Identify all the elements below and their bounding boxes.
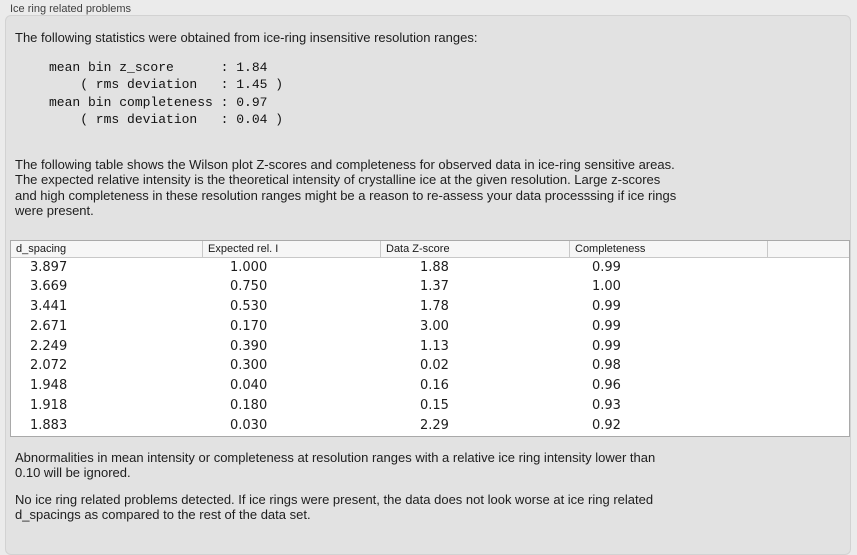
table-cell: 0.92	[592, 417, 621, 433]
table-header-row: d_spacing Expected rel. I Data Z-score C…	[11, 240, 849, 258]
column-header-expected-rel-i[interactable]: Expected rel. I	[202, 240, 380, 257]
ice-ring-table-body: 3.897 1.000 1.88 0.99 3.669 0.750 1.37 1.00 3.44…	[11, 257, 849, 436]
table-cell: 0.170	[230, 318, 268, 334]
table-cell: 1.13	[420, 338, 449, 354]
table-cell: 0.16	[420, 378, 449, 394]
statistics-block: mean bin z_score : 1.84 ( rms deviation …	[49, 59, 284, 128]
table-cell: 0.99	[592, 318, 621, 334]
table-cell: 0.300	[230, 358, 268, 374]
table-cell: 0.02	[420, 358, 449, 374]
table-cell: 0.99	[592, 338, 621, 354]
ice-ring-panel: The following statistics were obtained f…	[5, 15, 851, 555]
table-cell: 2.671	[30, 318, 68, 334]
table-cell: 0.99	[592, 299, 621, 315]
group-box-title: Ice ring related problems	[10, 3, 132, 15]
table-cell: 0.750	[230, 279, 268, 295]
table-row[interactable]: 3.441 0.530 1.78 0.99	[11, 297, 849, 317]
table-row[interactable]: 2.249 0.390 1.13 0.99	[11, 336, 849, 357]
table-cell: 0.98	[592, 358, 621, 374]
table-cell: 2.249	[30, 338, 68, 354]
table-cell: 0.93	[592, 398, 621, 414]
ice-ring-table: d_spacing Expected rel. I Data Z-score C…	[10, 239, 850, 437]
table-cell: 0.530	[230, 299, 268, 315]
table-cell: 0.99	[592, 259, 621, 275]
table-cell: 1.883	[30, 417, 68, 433]
table-row[interactable]: 1.948 0.040 0.16 0.96	[11, 376, 849, 397]
table-cell: 0.030	[230, 417, 268, 433]
table-row[interactable]: 3.897 1.000 1.88 0.99	[11, 257, 849, 278]
table-cell: 3.897	[30, 259, 68, 275]
table-cell: 1.000	[230, 259, 268, 275]
table-cell: 0.15	[420, 398, 449, 414]
table-cell: 1.918	[30, 398, 68, 414]
column-header-data-z-score[interactable]: Data Z-score	[380, 240, 569, 257]
column-header-completeness[interactable]: Completeness	[569, 240, 767, 257]
table-cell: 1.948	[30, 378, 68, 394]
table-cell: 0.180	[230, 398, 268, 414]
table-cell: 2.29	[420, 417, 449, 433]
table-cell: 0.96	[592, 378, 621, 394]
table-cell: 1.78	[420, 299, 449, 315]
conclusion-note-text: No ice ring related problems detected. I…	[15, 491, 654, 523]
column-header-empty[interactable]	[767, 240, 849, 257]
table-cell: 2.072	[30, 358, 68, 374]
ice-ring-report-window: { "panel": { "title": "Ice ring related …	[5, 3, 851, 555]
table-row[interactable]: 2.671 0.170 3.00 0.99	[11, 316, 849, 337]
column-header-d-spacing[interactable]: d_spacing	[16, 242, 67, 255]
table-description-text: The following table shows the Wilson plo…	[15, 156, 677, 219]
table-cell: 3.669	[30, 279, 68, 295]
table-cell: 3.441	[30, 299, 68, 315]
table-cell: 3.00	[420, 318, 449, 334]
table-row[interactable]: 1.883 0.030 2.29 0.92	[11, 415, 849, 436]
table-cell: 1.37	[420, 279, 449, 295]
table-row[interactable]: 1.918 0.180 0.15 0.93	[11, 396, 849, 416]
table-row[interactable]: 2.072 0.300 0.02 0.98	[11, 356, 849, 377]
table-cell: 1.88	[420, 259, 449, 275]
table-cell: 0.390	[230, 338, 268, 354]
statistics-intro-text: The following statistics were obtained f…	[15, 30, 478, 45]
table-cell: 0.040	[230, 378, 268, 394]
table-row[interactable]: 3.669 0.750 1.37 1.00	[11, 277, 849, 298]
table-cell: 1.00	[592, 279, 621, 295]
threshold-note-text: Abnormalities in mean intensity or compl…	[15, 449, 656, 481]
